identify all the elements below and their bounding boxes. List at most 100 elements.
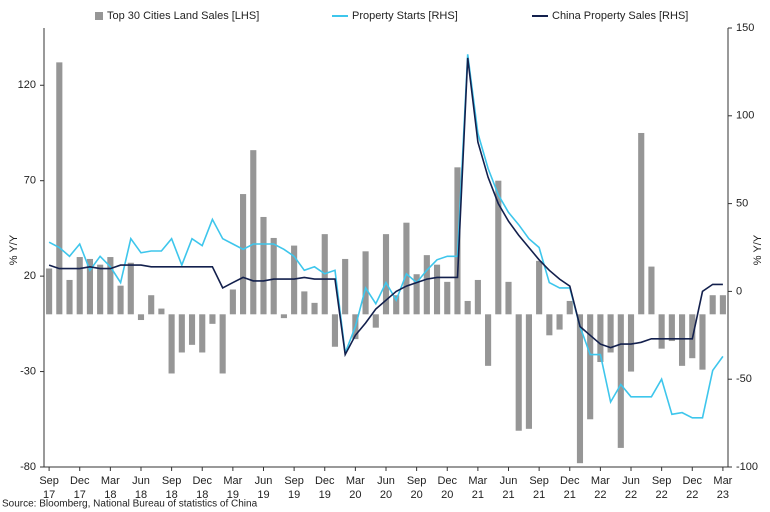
bar [362, 251, 369, 315]
x-tick-label: Sep 21 [529, 475, 549, 501]
bar [178, 314, 185, 353]
bar [536, 260, 543, 315]
bar [587, 314, 594, 420]
bar [46, 268, 53, 315]
bar [260, 216, 267, 315]
bar [229, 289, 236, 315]
bar [668, 314, 675, 342]
x-tick-label: Dec 18 [192, 475, 212, 501]
y-tick-label: -80 [20, 461, 36, 473]
y2-tick-label: -100 [736, 461, 758, 473]
x-tick-label: Jun 21 [500, 475, 518, 501]
x-tick-label: Mar 19 [223, 475, 242, 501]
bar [413, 274, 420, 315]
y2-tick-label: 100 [736, 110, 754, 122]
bar [168, 314, 175, 374]
bar [66, 279, 73, 315]
bar [444, 281, 451, 315]
x-tick-label: Sep 17 [39, 475, 59, 501]
bar [301, 291, 308, 315]
y2-tick-label: -50 [736, 373, 752, 385]
x-tick-label: Dec 17 [70, 475, 90, 501]
bar [199, 314, 206, 353]
x-tick-label: Jun 19 [255, 475, 273, 501]
bar [382, 234, 390, 315]
y-tick-label: 70 [24, 175, 36, 187]
x-tick-label: Sep 18 [162, 475, 182, 501]
bar [576, 314, 584, 464]
bar [525, 314, 532, 429]
bar [76, 257, 83, 315]
bar [423, 255, 430, 315]
legend-label: Top 30 Cities Land Sales [LHS] [107, 10, 259, 22]
legend-item: China Property Sales [RHS] [532, 10, 688, 22]
legend-item: Property Starts [RHS] [332, 10, 458, 22]
bar [127, 262, 134, 315]
y2-axis-label: % Y/Y [752, 234, 764, 265]
x-tick-label: Sep 22 [652, 475, 672, 501]
bar [209, 314, 216, 324]
bar [148, 295, 155, 315]
bar [342, 258, 349, 315]
y2-tick-label: 0 [736, 285, 742, 297]
bar [137, 314, 145, 321]
line [48, 57, 723, 358]
bar [107, 257, 114, 315]
x-tick-label: Mar 22 [591, 475, 610, 501]
bar [678, 314, 686, 366]
x-tick-label: Mar 18 [101, 475, 120, 501]
bar [546, 314, 553, 336]
x-tick-label: Mar 23 [713, 475, 732, 501]
line [48, 54, 724, 419]
bar [515, 314, 522, 431]
bar [474, 279, 481, 315]
bar [648, 266, 655, 315]
bar [250, 150, 257, 315]
bar [556, 314, 563, 330]
bar [311, 302, 318, 315]
bar [607, 314, 614, 353]
bar [495, 180, 502, 315]
y-tick-label: 20 [24, 270, 36, 282]
bar [188, 314, 196, 345]
x-tick-label: Sep 20 [407, 475, 427, 501]
x-tick-label: Sep 19 [284, 475, 304, 501]
legend-item: Top 30 Cities Land Sales [LHS] [95, 10, 259, 22]
x-tick-label: Mar 21 [468, 475, 487, 501]
x-tick-label: Jun 20 [377, 475, 395, 501]
x-tick-label: Dec 22 [682, 475, 702, 501]
source: Source: Bloomberg, National Bureau of st… [2, 499, 258, 510]
bar [270, 237, 277, 315]
bar [464, 300, 471, 315]
legend-swatch [95, 12, 103, 20]
y-tick-label: -30 [20, 365, 36, 377]
bar [97, 264, 104, 315]
y-tick-label: 120 [18, 79, 36, 91]
bar [331, 314, 339, 347]
legend-label: Property Starts [RHS] [352, 10, 458, 22]
bar [158, 308, 165, 315]
bar [485, 314, 492, 366]
x-tick-label: Jun 22 [622, 475, 640, 501]
y2-tick-label: 150 [736, 22, 754, 34]
bar [240, 194, 247, 315]
bar [117, 285, 124, 315]
bar [86, 258, 94, 315]
x-tick-label: Dec 21 [560, 475, 580, 501]
bar [291, 245, 298, 315]
bar [433, 264, 441, 315]
bar [56, 62, 63, 315]
bar [403, 222, 410, 315]
bar [280, 314, 287, 319]
bar [627, 314, 635, 372]
y2-tick-label: 50 [736, 198, 748, 210]
bar [454, 167, 461, 315]
bar [699, 314, 706, 370]
x-tick-label: Dec 19 [315, 475, 335, 501]
x-tick-label: Jun 18 [132, 475, 150, 501]
bar [219, 314, 226, 374]
x-tick-label: Dec 20 [437, 475, 457, 501]
bar [393, 295, 400, 315]
bar [505, 281, 512, 315]
